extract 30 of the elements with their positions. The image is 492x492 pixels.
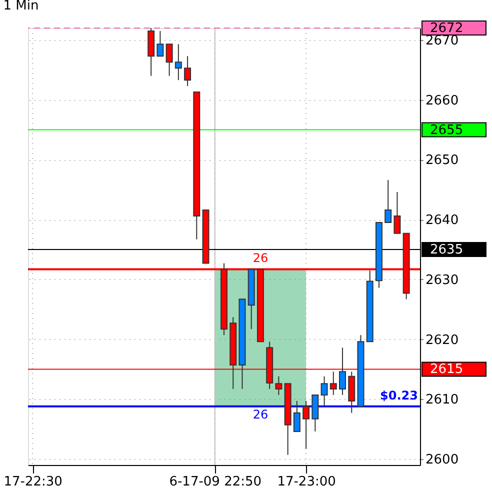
y-tick-label: 2630 <box>426 272 459 288</box>
x-tick-label: 17-23:00 <box>277 474 336 490</box>
ref-line-label: 2655 <box>430 122 464 138</box>
candlestick <box>166 44 173 76</box>
candlestick <box>339 347 346 396</box>
candlestick <box>293 400 300 432</box>
y-tick-label: 2660 <box>426 93 459 108</box>
candlestick <box>320 376 328 407</box>
annotation: 26 <box>252 407 268 422</box>
candlestick <box>330 371 337 396</box>
candlestick <box>302 400 310 450</box>
x-tick-label: 17-22:30 <box>4 474 62 490</box>
candlestick <box>394 192 401 234</box>
y-tick-label: 2610 <box>426 392 459 408</box>
ref-line-label: 2672 <box>430 21 464 36</box>
candlestick <box>384 180 392 224</box>
y-tick-label: 2650 <box>426 153 459 168</box>
y-tick-label: 2640 <box>426 213 459 228</box>
y-tick-label: 2620 <box>426 332 459 348</box>
candlestick <box>184 56 192 87</box>
ref-line-label: 2635 <box>430 242 464 258</box>
y-tick-label: 2600 <box>426 452 459 468</box>
candlestick <box>174 44 182 81</box>
candlestick <box>275 376 282 396</box>
annotation: $0.23 <box>380 388 418 402</box>
annotation: 26 <box>252 251 268 266</box>
candlestick <box>312 394 319 432</box>
candlestick <box>156 30 164 57</box>
ref-line-label: 2615 <box>430 362 464 378</box>
x-tick-label: 6-17-09 22:50 <box>169 474 262 490</box>
